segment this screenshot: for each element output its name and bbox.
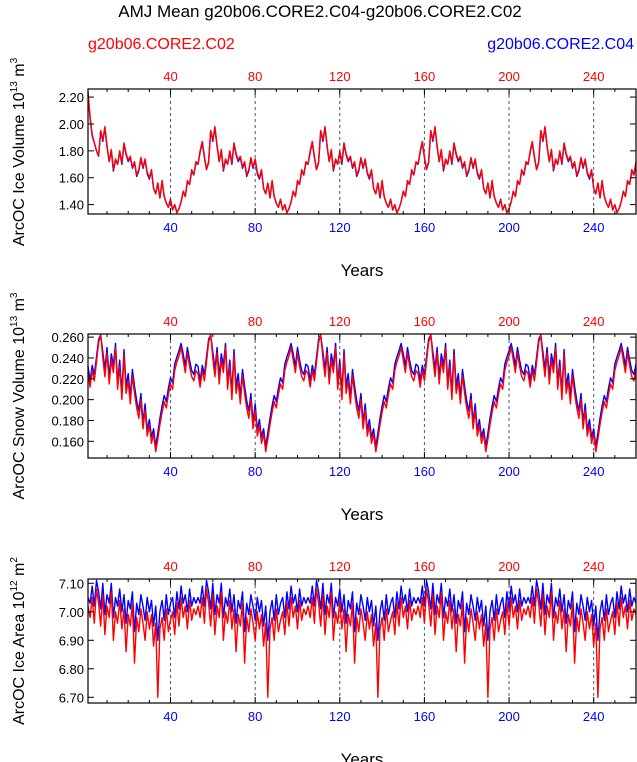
y-tick-label: 1.80 [59, 144, 84, 159]
x-tick-label-top: 80 [248, 69, 262, 84]
y-axis-label: ArcOC Snow Volume 1013 m3 [9, 292, 28, 499]
plot-frame [87, 333, 637, 459]
legend-label-c02: g20b06.CORE2.C02 [88, 36, 235, 53]
legend-label-c04: g20b06.CORE2.C04 [487, 36, 634, 53]
x-tick-label-bottom: 40 [163, 709, 177, 724]
x-tick-label-top: 240 [583, 559, 605, 574]
x-tick-label-bottom: 120 [329, 220, 351, 235]
y-tick-label: 0.220 [51, 372, 84, 387]
y-tick-label: 0.180 [51, 413, 84, 428]
x-tick-label-bottom: 160 [414, 464, 436, 479]
y-tick-label: 2.00 [59, 117, 84, 132]
y-tick-label: 0.240 [51, 351, 84, 366]
x-tick-label-bottom: 240 [583, 709, 605, 724]
ice-area-panel: 40 40 80 80 120 120 160 160 200 200 240 240 6.70 6.80… [9, 557, 637, 762]
x-tick-label-top: 40 [163, 314, 177, 329]
x-tick-label-top: 240 [583, 314, 605, 329]
series-line-c02 [87, 91, 637, 214]
x-tick-label-bottom: 160 [414, 709, 436, 724]
y-axis-label: ArcOC Ice Area 1012 m2 [9, 557, 28, 725]
x-tick-label-top: 40 [163, 69, 177, 84]
x-tick-label-top: 200 [498, 314, 520, 329]
y-tick-label: 2.20 [59, 90, 84, 105]
x-tick-label-bottom: 80 [248, 709, 262, 724]
x-tick-label-top: 120 [329, 69, 351, 84]
x-tick-label-bottom: 240 [583, 464, 605, 479]
x-tick-label-top: 240 [583, 69, 605, 84]
y-tick-label: 1.40 [59, 198, 84, 213]
y-tick-label: 0.260 [51, 330, 84, 345]
x-tick-label-top: 160 [414, 314, 436, 329]
x-axis-label: Years [341, 505, 384, 524]
x-tick-label-top: 80 [248, 559, 262, 574]
series-line-c04 [87, 579, 637, 641]
x-tick-label-bottom: 240 [583, 220, 605, 235]
x-tick-label-top: 120 [329, 559, 351, 574]
x-tick-label-top: 200 [498, 559, 520, 574]
x-tick-label-bottom: 80 [248, 220, 262, 235]
x-tick-label-top: 40 [163, 559, 177, 574]
y-tick-label: 0.160 [51, 434, 84, 449]
x-tick-label-bottom: 120 [329, 709, 351, 724]
y-tick-label: 6.80 [59, 662, 84, 677]
y-axis-label: ArcOC Ice Volume 1013 m3 [9, 57, 28, 246]
x-tick-label-bottom: 40 [163, 220, 177, 235]
series-line-c02 [87, 334, 637, 453]
x-tick-label-top: 80 [248, 314, 262, 329]
x-tick-label-bottom: 200 [498, 220, 520, 235]
x-tick-label-top: 120 [329, 314, 351, 329]
x-tick-label-bottom: 200 [498, 709, 520, 724]
x-tick-label-top: 200 [498, 69, 520, 84]
x-tick-label-bottom: 80 [248, 464, 262, 479]
plot-frame [87, 578, 637, 704]
y-tick-label: 7.10 [59, 576, 84, 591]
y-tick-label: 1.60 [59, 171, 84, 186]
ice-volume-panel: 40 40 80 80 120 120 160 160 200 200 240 240 1.40 1.60… [9, 57, 637, 280]
series-line-c02 [87, 588, 637, 698]
y-tick-label: 6.70 [59, 690, 84, 705]
x-tick-label-bottom: 160 [414, 220, 436, 235]
x-tick-label-bottom: 200 [498, 464, 520, 479]
x-axis-label: Years [341, 750, 384, 762]
y-tick-label: 0.200 [51, 393, 84, 408]
series-line-c04 [87, 94, 637, 214]
y-tick-label: 7.00 [59, 605, 84, 620]
plot-frame [87, 88, 637, 215]
x-axis-label: Years [341, 261, 384, 280]
figure-title: AMJ Mean g20b06.CORE2.C04-g20b06.CORE2.C… [118, 2, 522, 21]
y-tick-label: 6.90 [59, 633, 84, 648]
x-tick-label-bottom: 40 [163, 464, 177, 479]
x-tick-label-top: 160 [414, 69, 436, 84]
snow-volume-panel: 40 40 80 80 120 120 160 160 200 200 240 240 0.160 0.1… [9, 292, 637, 524]
x-tick-label-top: 160 [414, 559, 436, 574]
x-tick-label-bottom: 120 [329, 464, 351, 479]
